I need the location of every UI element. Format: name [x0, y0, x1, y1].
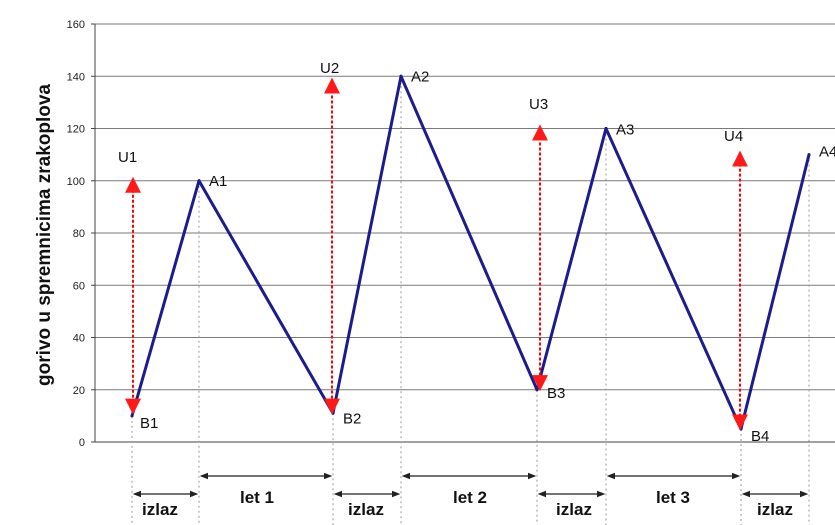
segment-label: izlaz	[348, 500, 384, 519]
y-tick-label: 100	[67, 176, 85, 188]
refuel-arrows	[125, 77, 748, 431]
segment-label: izlaz	[142, 500, 178, 519]
y-tick-label: 20	[73, 385, 85, 397]
series-point	[535, 388, 539, 392]
segment-label: let 1	[240, 488, 274, 507]
series-segment	[130, 179, 201, 418]
point-label: A2	[411, 68, 429, 85]
point-label: B2	[343, 410, 361, 427]
vertical-guides	[131, 76, 810, 525]
point-label: A4	[819, 144, 835, 161]
refuel-label: U3	[529, 96, 548, 113]
y-tick-label: 0	[79, 437, 85, 449]
point-label: B4	[751, 428, 769, 445]
point-label: A1	[209, 173, 227, 190]
series-point	[331, 411, 335, 415]
y-axis-label: gorivo u spremnicima zrakoplova	[34, 84, 55, 386]
point-label: A3	[616, 122, 634, 139]
series-point	[399, 74, 403, 78]
segment-label: let 3	[656, 488, 690, 507]
y-tick-label: 160	[67, 19, 85, 31]
y-tick-label: 120	[67, 124, 85, 136]
y-tick-label: 140	[67, 71, 85, 83]
series-point	[739, 427, 743, 431]
refuel-label: U4	[724, 128, 743, 145]
segment-label: let 2	[453, 488, 487, 507]
y-tick-label: 80	[73, 228, 85, 240]
segment-label: izlaz	[556, 500, 592, 519]
point-labels: B1 A1 B2 A2 B3 A3 B4 A4 U1 U2 U3 U4	[118, 60, 835, 445]
refuel-label: U1	[118, 149, 137, 166]
series-point	[604, 127, 608, 130]
series-segment	[604, 127, 743, 431]
y-axis-ticks: 0 20 40 60 80 100 120 140 160	[67, 19, 835, 449]
fuel-series	[130, 74, 811, 431]
refuel-label: U2	[320, 60, 339, 77]
series-point	[130, 414, 134, 418]
series-segment	[331, 74, 403, 415]
series-point	[197, 179, 201, 183]
segment-spans: izlaz let 1 izlaz let 2 izlaz let 3 izlaz	[132, 472, 809, 519]
series-segment	[535, 127, 608, 392]
series-segment	[197, 179, 335, 415]
point-label: B1	[140, 415, 158, 432]
grid-lines	[95, 23, 835, 391]
y-tick-label: 40	[73, 333, 85, 345]
series-segment	[739, 153, 811, 431]
point-label: B3	[547, 385, 565, 402]
segment-label: izlaz	[757, 500, 793, 519]
series-point	[807, 153, 811, 157]
series-segment	[399, 74, 539, 392]
y-tick-label: 60	[73, 280, 85, 292]
